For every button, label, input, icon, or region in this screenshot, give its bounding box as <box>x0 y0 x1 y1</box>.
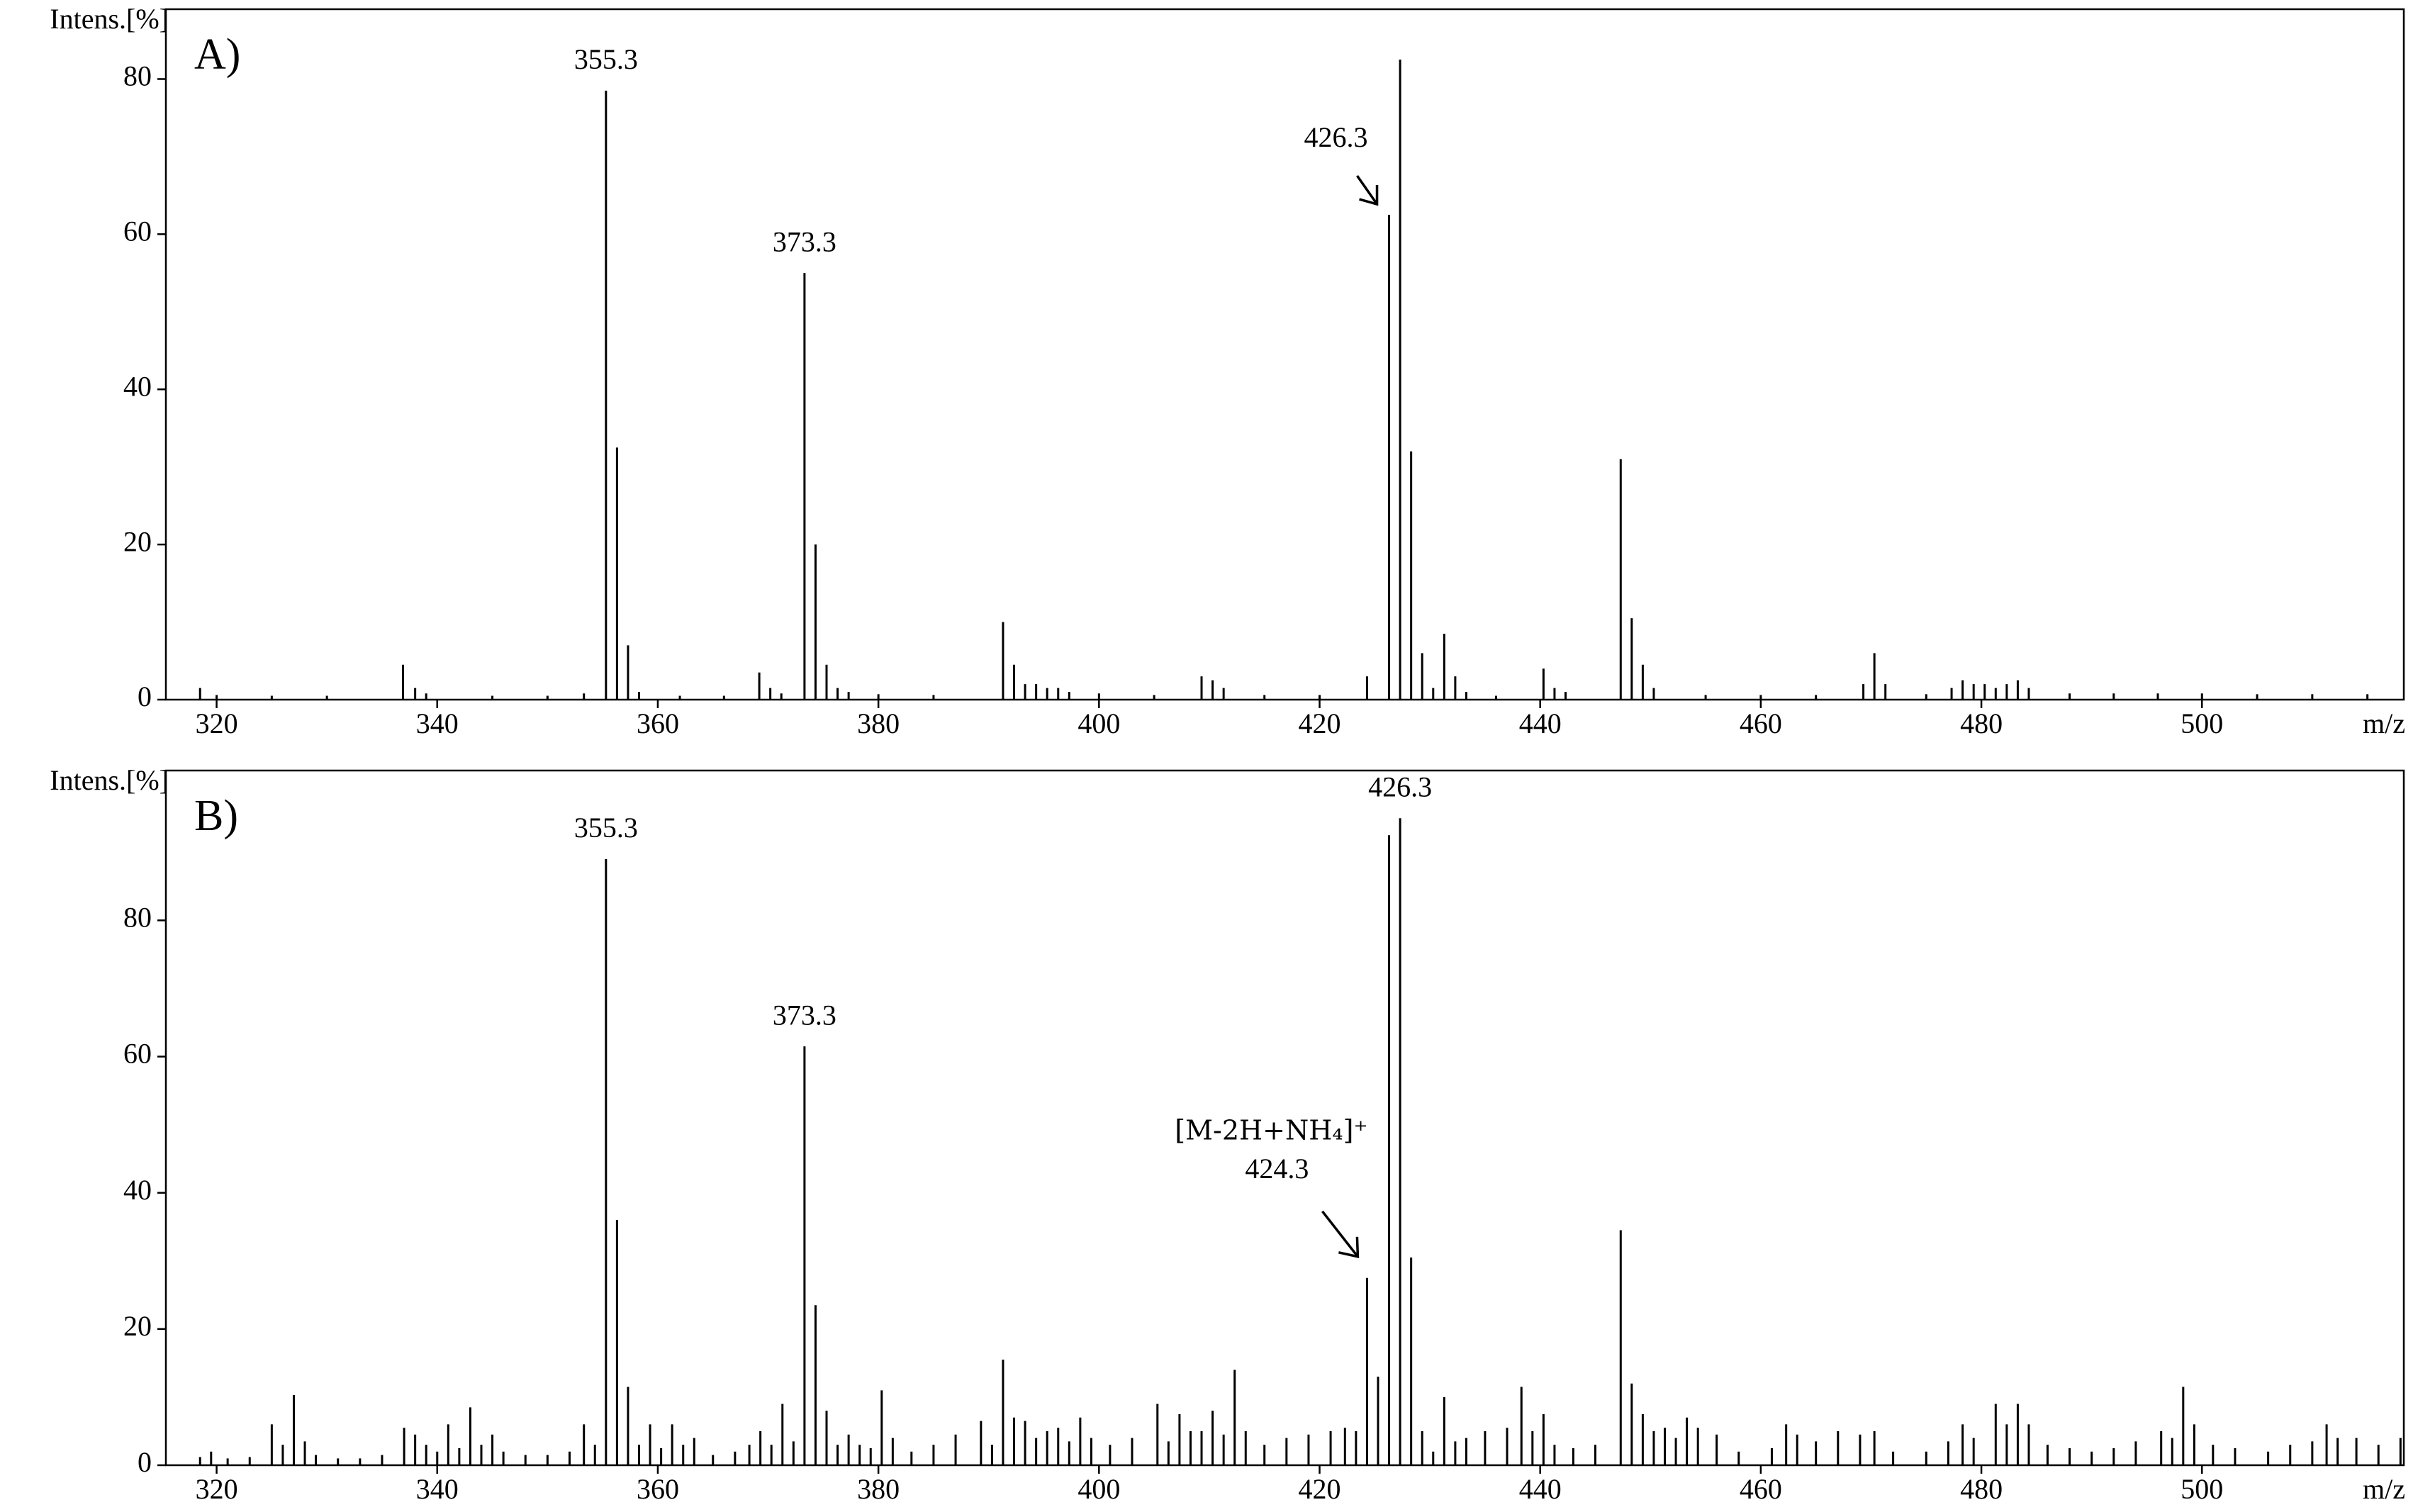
y-tick-label: 60 <box>123 215 152 247</box>
y-axis-label: Intens.[%] <box>50 764 169 796</box>
y-tick-label: 0 <box>138 1446 152 1478</box>
x-tick-label: 480 <box>1960 707 2003 739</box>
y-tick-label: 80 <box>123 60 152 92</box>
annotation-label: 373.3 <box>773 999 836 1031</box>
x-tick-label: 380 <box>857 1473 900 1505</box>
arrow-head <box>1338 1236 1360 1258</box>
x-tick-label: 380 <box>857 707 900 739</box>
x-tick-label: 320 <box>196 1473 238 1505</box>
annotation-label: 355.3 <box>574 43 638 75</box>
annotation-label: 426.3 <box>1304 121 1368 153</box>
x-tick-label: 420 <box>1299 1473 1341 1505</box>
plot-frame <box>164 8 2405 701</box>
annotation-label: 355.3 <box>574 812 638 844</box>
x-axis-label: m/z <box>2363 1473 2405 1505</box>
y-axis-label: Intens.[%] <box>50 3 169 35</box>
y-tick-label: 40 <box>123 370 152 402</box>
x-tick-label: 340 <box>416 707 459 739</box>
annotation-label: 424.3 <box>1245 1153 1309 1185</box>
x-tick-label: 440 <box>1519 707 1562 739</box>
x-tick-label: 500 <box>2181 707 2223 739</box>
x-tick-label: 400 <box>1077 707 1120 739</box>
x-tick-label: 460 <box>1740 707 1782 739</box>
x-tick-label: 480 <box>1960 1473 2003 1505</box>
x-tick-label: 500 <box>2181 1473 2223 1505</box>
arrow-head <box>1359 185 1379 206</box>
annotation-label: 426.3 <box>1368 771 1432 802</box>
panel-label: A) <box>194 30 240 79</box>
y-tick-label: 20 <box>123 1310 152 1342</box>
y-tick-label: 80 <box>123 902 152 934</box>
x-tick-label: 320 <box>196 707 238 739</box>
arrow-shaft <box>1321 1210 1359 1258</box>
x-tick-label: 360 <box>637 1473 679 1505</box>
panel-label: B) <box>194 792 238 840</box>
x-tick-label: 400 <box>1077 1473 1120 1505</box>
x-tick-label: 340 <box>416 1473 459 1505</box>
x-tick-label: 360 <box>637 707 679 739</box>
x-tick-label: 420 <box>1299 707 1341 739</box>
annotation-note: [M-2H+NH₄]⁺ <box>1175 1114 1367 1146</box>
y-tick-label: 40 <box>123 1174 152 1206</box>
y-tick-label: 60 <box>123 1038 152 1070</box>
x-tick-label: 440 <box>1519 1473 1562 1505</box>
annotation-label: 373.3 <box>773 225 836 257</box>
y-tick-label: 0 <box>138 681 152 712</box>
y-tick-label: 20 <box>123 525 152 557</box>
x-axis-label: m/z <box>2363 707 2405 739</box>
arrow-shaft <box>1356 175 1378 206</box>
plot-frame <box>164 769 2405 1467</box>
x-tick-label: 460 <box>1740 1473 1782 1505</box>
